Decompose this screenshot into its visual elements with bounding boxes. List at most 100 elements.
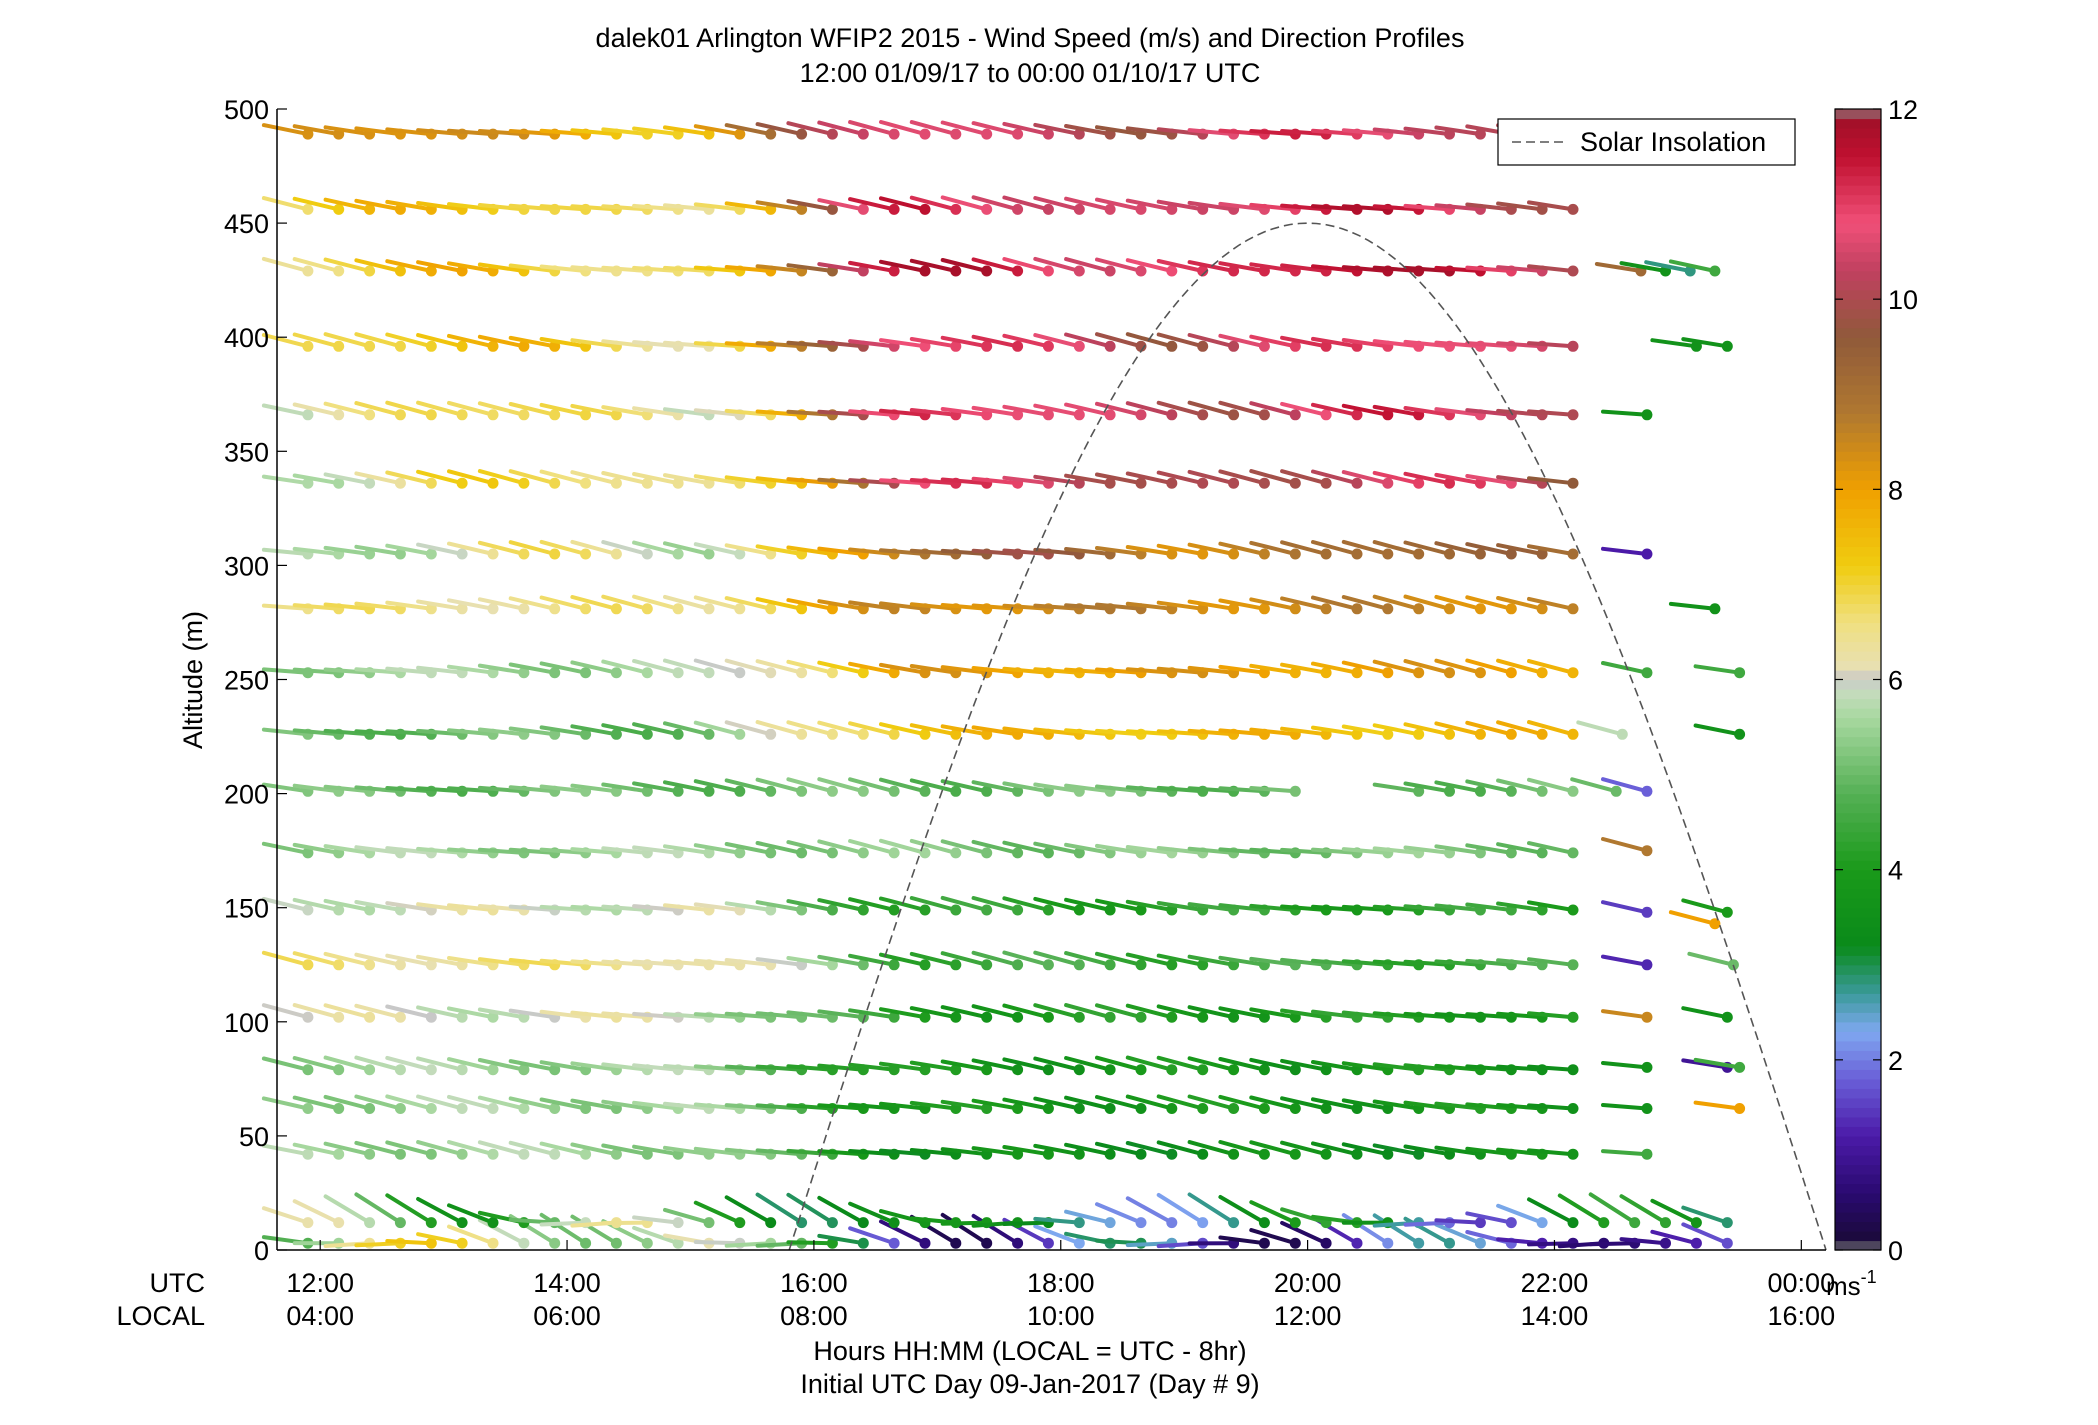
wind-barb-shaft (724, 778, 773, 794)
wind-barb-shaft (354, 126, 403, 137)
wind-barb-head (796, 904, 808, 916)
wind-barb-head (1474, 128, 1486, 140)
wind-barb-head (364, 340, 376, 352)
colorbar-segment (1835, 793, 1881, 804)
wind-barb-head (1135, 1064, 1147, 1076)
colorbar-segment (1835, 508, 1881, 519)
wind-barb-shaft (261, 782, 310, 794)
wind-barb-shaft (786, 121, 835, 137)
colorbar-segment (1835, 261, 1881, 272)
wind-barb-shaft (1341, 1142, 1390, 1157)
wind-barb-shaft (1465, 1102, 1514, 1111)
wind-barb-shaft (477, 663, 526, 675)
wind-barb-shaft (848, 897, 897, 912)
wind-barb-shaft (261, 950, 310, 967)
wind-barb-head (1474, 1217, 1486, 1229)
y-tick-label: 400 (224, 323, 269, 353)
wind-barb-shaft (817, 262, 866, 273)
wind-barb-shaft (261, 1003, 310, 1020)
wind-barb-shaft (909, 951, 958, 967)
wind-barb-head (1474, 1237, 1486, 1249)
wind-barb-shaft (477, 785, 526, 794)
colorbar-segment (1835, 1002, 1881, 1013)
colorbar-segment (1835, 394, 1881, 405)
wind-barb-head (919, 128, 931, 140)
wind-barb-shaft (1403, 406, 1452, 417)
wind-barb-shaft (1372, 540, 1421, 556)
wind-barb-shaft (1064, 473, 1113, 486)
wind-barb-shaft (1570, 777, 1619, 794)
wind-barb-shaft (755, 122, 804, 137)
wind-barb-shaft (1095, 602, 1143, 611)
wind-barb-head (1042, 904, 1054, 916)
wind-barb-shaft (601, 204, 650, 212)
wind-barb-shaft (786, 1192, 835, 1225)
wind-barb-head (1104, 1103, 1116, 1114)
wind-barb-shaft (323, 1055, 372, 1072)
wind-barb-head (394, 265, 406, 277)
wind-barb-shaft (1619, 261, 1668, 273)
wind-barb-head (703, 785, 715, 797)
wind-barb-head (1721, 1217, 1733, 1229)
wind-barb-head (1228, 603, 1240, 615)
wind-barb-shaft (1002, 121, 1051, 137)
colorbar-segment (1835, 270, 1881, 281)
wind-barb-shaft (354, 1192, 403, 1225)
wind-barb-head (456, 1237, 468, 1249)
wind-barb-head (1197, 340, 1209, 352)
wind-barb-shaft (848, 260, 897, 273)
wind-barb-shaft (1403, 1011, 1452, 1020)
wind-barb-head (1104, 904, 1116, 916)
wind-barb-shaft (971, 603, 1020, 611)
wind-barb-head (1289, 477, 1301, 489)
wind-barb-shaft (570, 1010, 619, 1020)
wind-barb-head (394, 203, 406, 215)
wind-barb-shaft (909, 602, 958, 611)
wind-barb-shaft (1465, 1146, 1514, 1157)
y-tick-label: 100 (224, 1008, 269, 1038)
x-tick-label-local: 10:00 (1027, 1301, 1095, 1331)
wind-barb-head (1641, 1061, 1653, 1073)
wind-barb-head (549, 603, 561, 615)
wind-barb-shaft (1033, 1056, 1082, 1072)
wind-barb-head (796, 785, 808, 797)
colorbar-segment (1835, 717, 1881, 728)
wind-barb-shaft (1372, 339, 1421, 349)
wind-barb-head (1351, 728, 1363, 740)
wind-barb-shaft (1465, 843, 1514, 855)
wind-barb-shaft (570, 338, 619, 349)
wind-barb-head (1135, 1011, 1147, 1023)
wind-barb-shaft (755, 659, 804, 675)
wind-barb-shaft (1064, 1003, 1113, 1020)
wind-barb-shaft (292, 1095, 341, 1111)
wind-barb-head (1690, 1217, 1702, 1229)
wind-barb-shaft (354, 729, 403, 737)
wind-barb-head (672, 785, 684, 797)
colorbar-segment (1835, 1211, 1881, 1223)
wind-barb-shaft (693, 720, 742, 737)
wind-barb-shaft (1372, 594, 1421, 611)
colorbar-segment (1835, 746, 1881, 757)
wind-barb-shaft (632, 1100, 681, 1111)
wind-barb-shaft (447, 664, 495, 675)
wind-barb-shaft (693, 595, 742, 611)
wind-barb-shaft (1064, 603, 1113, 611)
colorbar-segment (1835, 318, 1881, 329)
wind-barb-shaft (1218, 261, 1267, 273)
wind-barb-shaft (354, 952, 403, 967)
wind-barb-head (1567, 340, 1579, 352)
wind-barb-head (1289, 785, 1301, 797)
wind-barb-head (1042, 959, 1054, 971)
wind-barb-shaft (1434, 594, 1483, 611)
x-tick-label-utc: 00:00 (1768, 1268, 1836, 1298)
wind-barb-shaft (1687, 951, 1736, 967)
wind-barb-shaft (447, 847, 495, 855)
colorbar-segment (1835, 555, 1881, 566)
wind-barb-head (765, 847, 777, 859)
colorbar-segment (1835, 879, 1881, 890)
wind-barb-head (1567, 667, 1579, 679)
wind-barb-shaft (1601, 1009, 1649, 1020)
wind-barb-head (857, 667, 869, 679)
wind-barb-head (1135, 1103, 1147, 1114)
wind-barb-shaft (447, 598, 495, 611)
